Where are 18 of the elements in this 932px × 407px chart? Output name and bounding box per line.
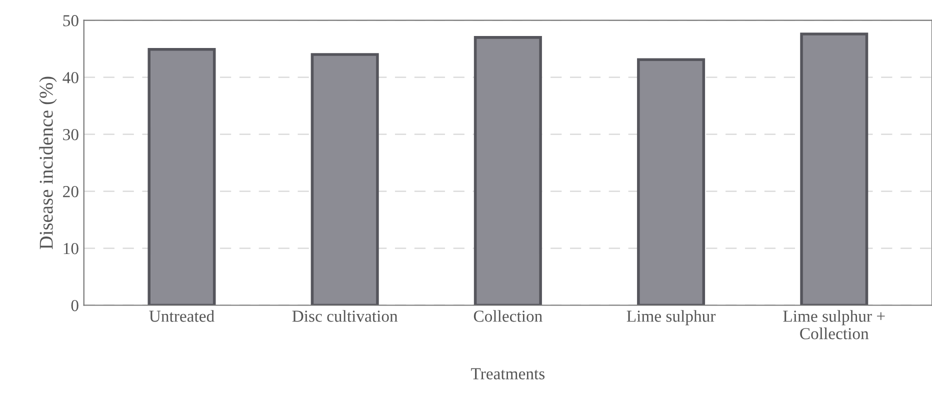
x-tick-label: Untreated [149,310,214,322]
y-tick-label: 40 [62,72,78,84]
bar [474,36,542,306]
bar [310,53,379,306]
x-tick-label: Collection [474,310,542,322]
y-tick-label: 0 [71,300,78,312]
y-tick-label: 10 [64,242,78,254]
x-tick-label: Lime sulphur [626,310,716,326]
y-axis-title: Disease incidence (%) [39,76,57,250]
y-tick-label: 30 [63,129,78,140]
y-tick-label: 50 [63,15,78,26]
bar [800,32,868,306]
x-axis-title: Treatments [471,368,545,380]
bar [637,58,706,306]
y-tick-label: 20 [63,186,78,198]
x-tick-label: Disc cultivation [292,310,398,322]
x-tick-label: Lime sulphur + Collection [783,310,885,340]
bar [148,48,216,306]
